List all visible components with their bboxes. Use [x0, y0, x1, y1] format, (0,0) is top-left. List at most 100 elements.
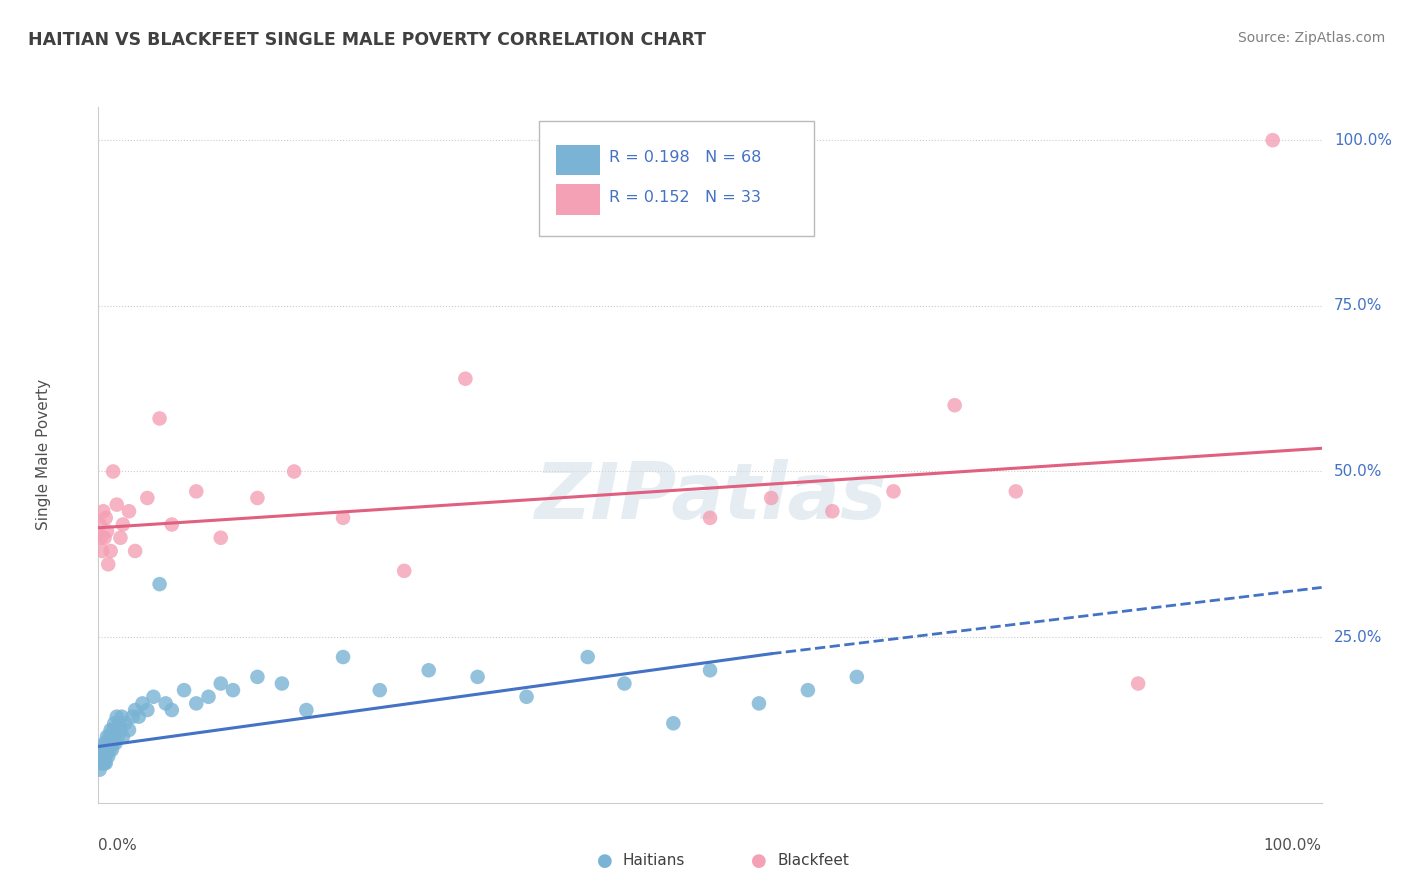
Point — [149, 577, 172, 591]
Point — [136, 491, 159, 505]
Text: 0.0%: 0.0% — [98, 838, 138, 853]
Point — [761, 491, 783, 505]
Point — [96, 730, 118, 744]
Point — [1004, 484, 1026, 499]
Text: HAITIAN VS BLACKFEET SINGLE MALE POVERTY CORRELATION CHART: HAITIAN VS BLACKFEET SINGLE MALE POVERTY… — [28, 31, 706, 49]
Text: R = 0.152   N = 33: R = 0.152 N = 33 — [609, 190, 761, 205]
Point — [100, 544, 122, 558]
Point — [107, 730, 129, 744]
Text: Blackfeet: Blackfeet — [778, 854, 849, 868]
Text: Haitians: Haitians — [623, 854, 685, 868]
Text: 75.0%: 75.0% — [1334, 298, 1382, 313]
Point — [392, 564, 416, 578]
Point — [103, 716, 125, 731]
Point — [515, 690, 537, 704]
Point — [96, 524, 118, 538]
Point — [797, 683, 820, 698]
Point — [368, 683, 391, 698]
Point — [1261, 133, 1284, 147]
Point — [91, 504, 114, 518]
Text: 25.0%: 25.0% — [1334, 630, 1382, 645]
Point — [943, 398, 966, 412]
Point — [103, 730, 125, 744]
Point — [246, 491, 269, 505]
Point — [91, 749, 114, 764]
Point — [97, 736, 120, 750]
Text: 100.0%: 100.0% — [1264, 838, 1322, 853]
Point — [101, 736, 124, 750]
Point — [418, 663, 440, 677]
Point — [222, 683, 245, 698]
Point — [105, 709, 128, 723]
FancyBboxPatch shape — [555, 145, 600, 175]
Point — [111, 730, 134, 744]
Point — [94, 756, 117, 770]
Point — [105, 498, 128, 512]
Point — [100, 723, 122, 737]
Point — [101, 730, 124, 744]
Point — [699, 663, 721, 677]
Point — [89, 763, 111, 777]
Text: 50.0%: 50.0% — [1334, 464, 1382, 479]
Point — [748, 697, 770, 711]
Point — [93, 756, 115, 770]
Point — [613, 676, 636, 690]
Point — [1128, 676, 1150, 690]
Point — [91, 756, 114, 770]
Point — [121, 709, 143, 723]
Point — [124, 703, 146, 717]
Point — [209, 676, 232, 690]
Point — [100, 736, 122, 750]
Point — [90, 531, 112, 545]
Point — [136, 703, 159, 717]
Point — [91, 743, 114, 757]
Text: R = 0.198   N = 68: R = 0.198 N = 68 — [609, 151, 761, 165]
Point — [131, 697, 153, 711]
Point — [89, 517, 111, 532]
Point — [160, 517, 183, 532]
Point — [94, 736, 117, 750]
Point — [283, 465, 305, 479]
Point — [845, 670, 868, 684]
Point — [124, 544, 146, 558]
Point — [114, 716, 136, 731]
Point — [209, 531, 232, 545]
Point — [91, 544, 114, 558]
Text: ●: ● — [596, 852, 613, 870]
Point — [93, 743, 115, 757]
Point — [699, 511, 721, 525]
Point — [91, 756, 114, 770]
Point — [149, 411, 172, 425]
Point — [576, 650, 599, 665]
Point — [94, 749, 117, 764]
Text: Single Male Poverty: Single Male Poverty — [37, 379, 51, 531]
Point — [883, 484, 905, 499]
Point — [821, 504, 844, 518]
Point — [101, 465, 124, 479]
Point — [128, 709, 150, 723]
Point — [93, 531, 115, 545]
Point — [97, 558, 120, 572]
Point — [118, 504, 141, 518]
Point — [186, 697, 208, 711]
Point — [332, 511, 354, 525]
Point — [91, 749, 114, 764]
Point — [104, 736, 127, 750]
Text: 100.0%: 100.0% — [1334, 133, 1392, 148]
Point — [110, 723, 132, 737]
Point — [98, 730, 121, 744]
Point — [90, 756, 112, 770]
Point — [332, 650, 354, 665]
Point — [111, 517, 134, 532]
FancyBboxPatch shape — [555, 185, 600, 215]
Point — [197, 690, 219, 704]
Point — [101, 743, 124, 757]
Point — [186, 484, 208, 499]
Point — [110, 531, 132, 545]
Point — [91, 743, 114, 757]
Point — [142, 690, 165, 704]
Point — [246, 670, 269, 684]
Point — [118, 723, 141, 737]
Point — [96, 743, 118, 757]
Point — [93, 736, 115, 750]
